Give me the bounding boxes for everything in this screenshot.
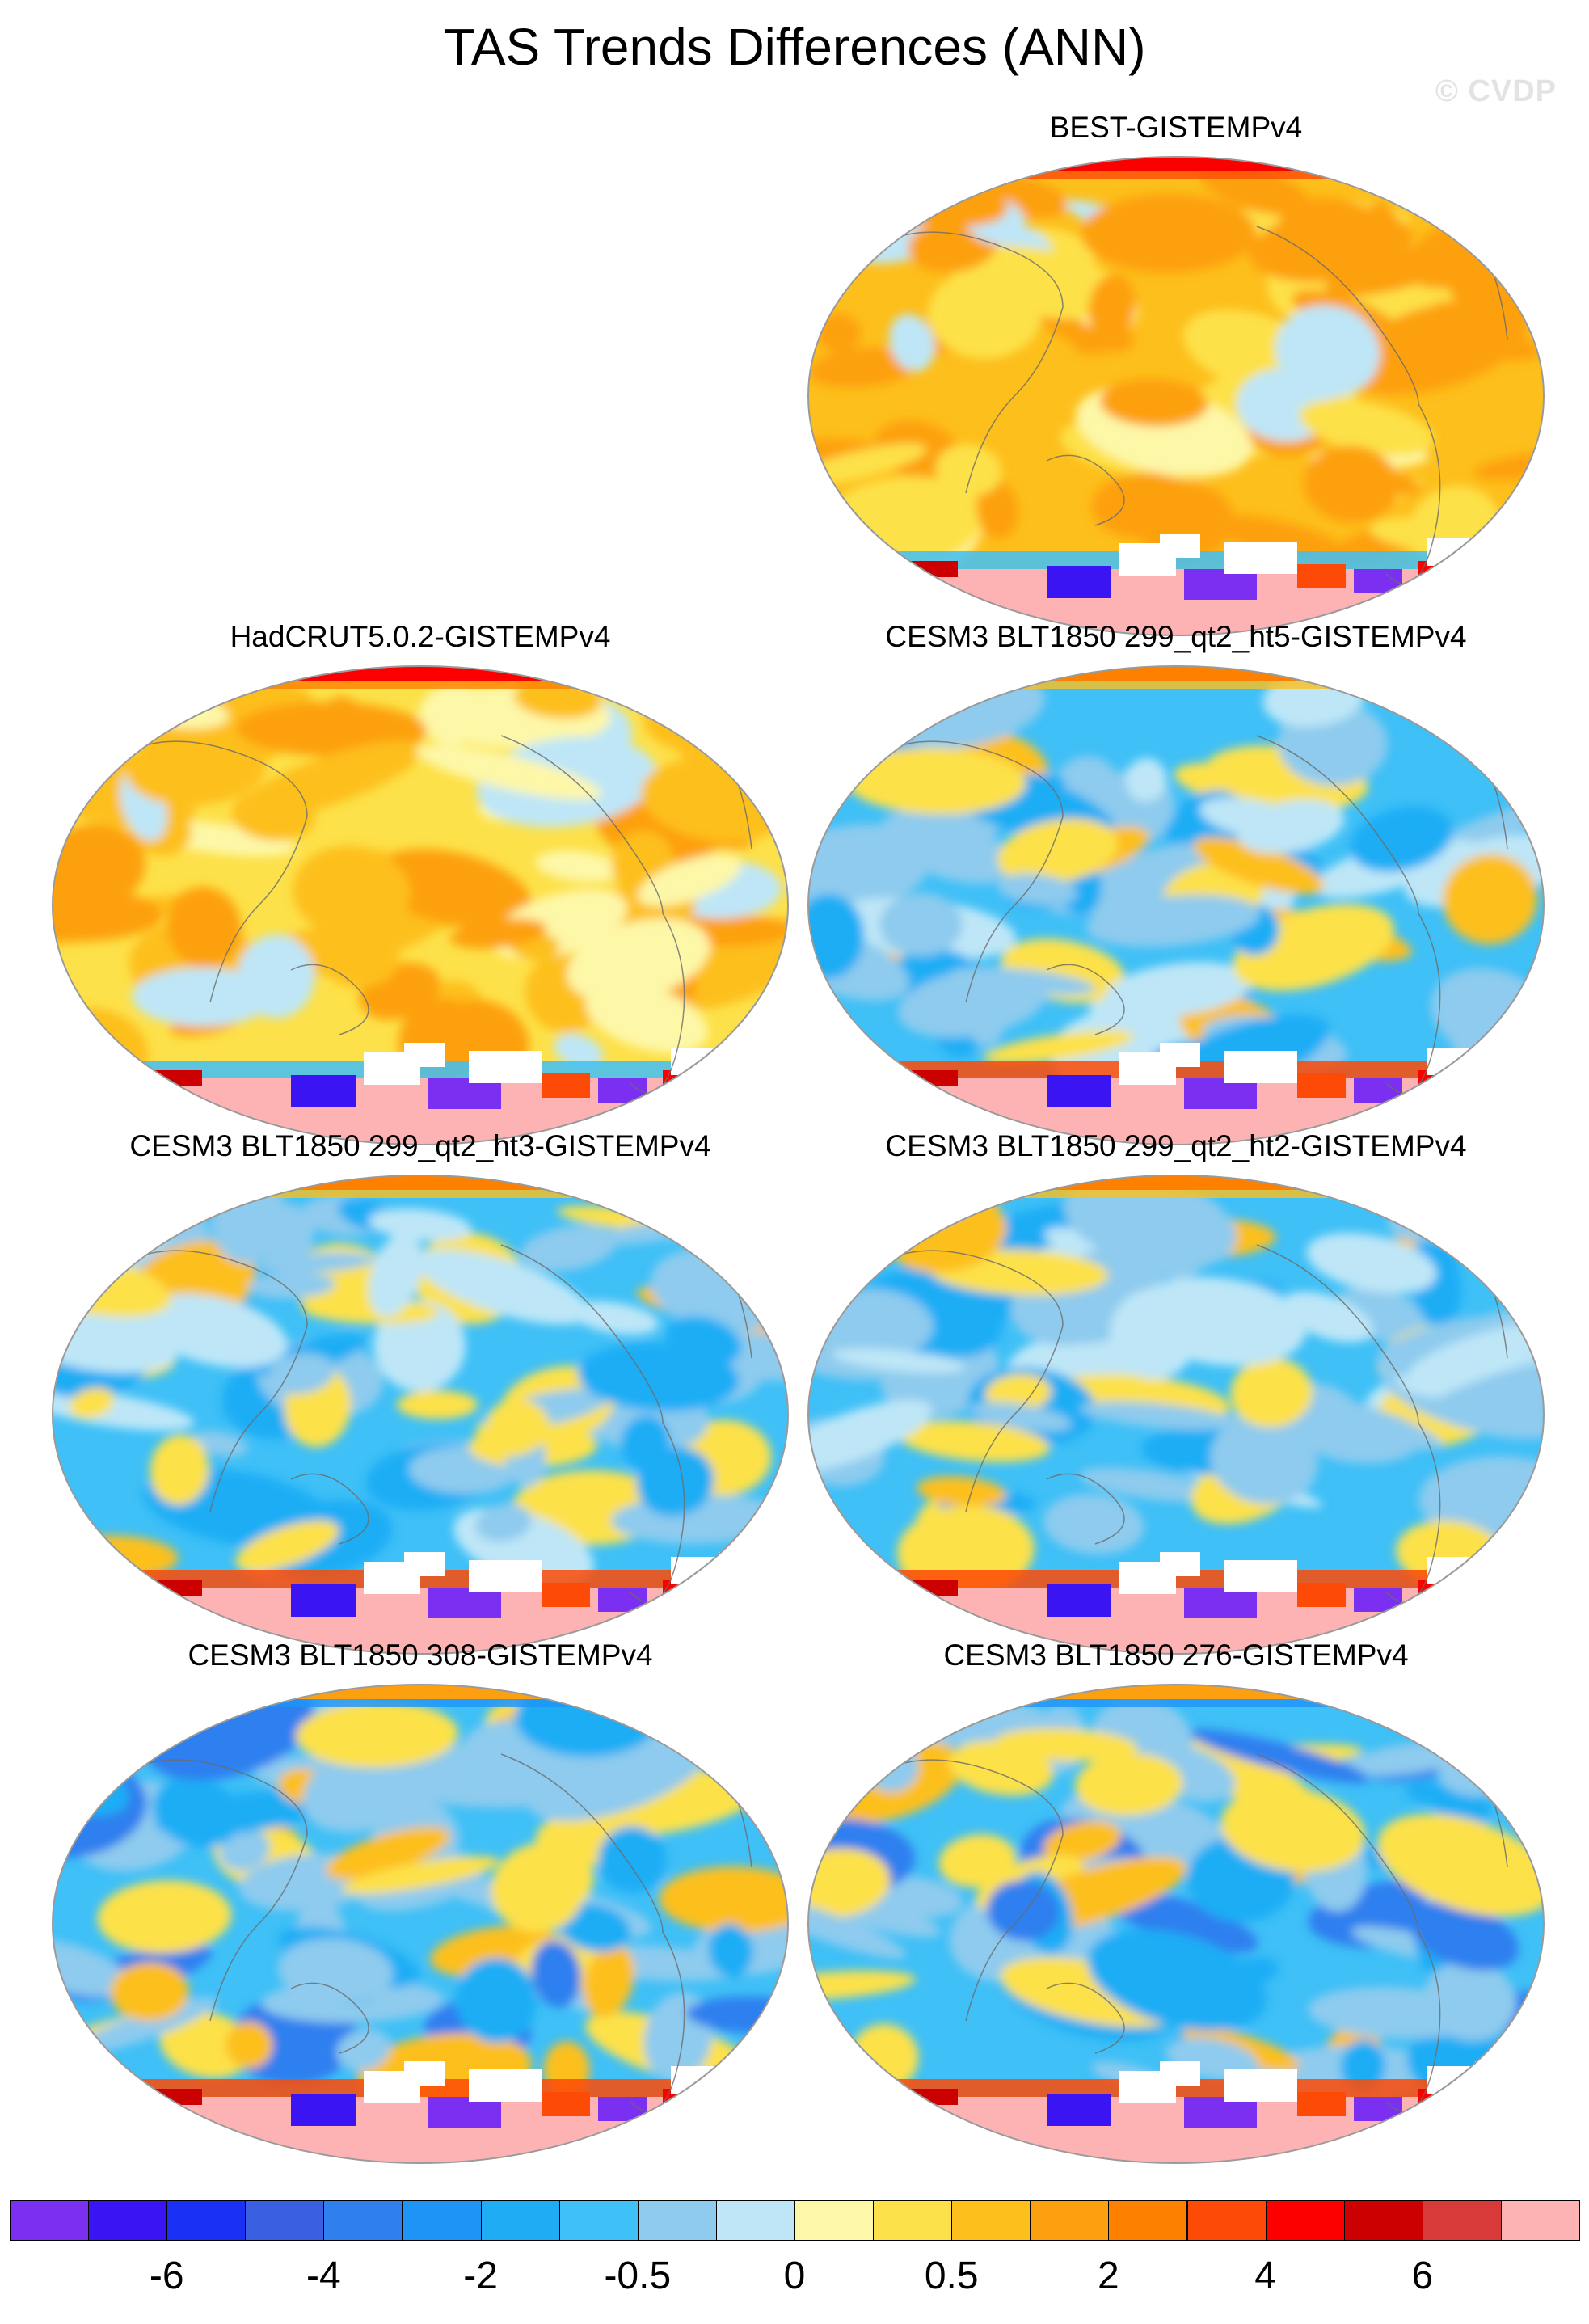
colorbar-tick-label: -6 <box>149 2254 184 2297</box>
colorbar-swatch <box>794 2200 875 2241</box>
colorbar <box>10 2200 1580 2241</box>
colorbar-tick-label: -2 <box>463 2254 498 2297</box>
cvdp-watermark: © CVDP <box>1435 74 1557 108</box>
global-map <box>807 665 1545 1145</box>
colorbar-tick-label: 4 <box>1254 2254 1276 2297</box>
colorbar-swatch <box>166 2200 247 2241</box>
colorbar-swatch <box>10 2200 90 2241</box>
colorbar-swatch <box>88 2200 168 2241</box>
global-map <box>807 156 1545 636</box>
colorbar-swatch <box>245 2200 325 2241</box>
colorbar-tick-label: 2 <box>1098 2254 1119 2297</box>
panel-title: BEST-GISTEMPv4 <box>1049 111 1303 144</box>
map-panel: HadCRUT5.0.2-GISTEMPv4 <box>48 620 792 1148</box>
colorbar-swatch <box>402 2200 482 2241</box>
colorbar-swatch <box>637 2200 717 2241</box>
colorbar-swatch <box>1343 2200 1423 2241</box>
panel-title: CESM3 BLT1850 308-GISTEMPv4 <box>188 1639 653 1672</box>
colorbar-swatch <box>951 2200 1031 2241</box>
panel-title: CESM3 BLT1850 276-GISTEMPv4 <box>943 1639 1409 1672</box>
colorbar-swatch <box>323 2200 403 2241</box>
map-panel: CESM3 BLT1850 299_qt2_ht3-GISTEMPv4 <box>48 1129 792 1657</box>
colorbar-swatch <box>715 2200 795 2241</box>
global-map <box>52 665 789 1145</box>
map-panel: CESM3 BLT1850 299_qt2_ht5-GISTEMPv4 <box>804 620 1548 1148</box>
colorbar-swatch <box>873 2200 953 2241</box>
colorbar-tick-label: 0 <box>783 2254 806 2297</box>
colorbar-swatch <box>1030 2200 1110 2241</box>
map-panel: BEST-GISTEMPv4 <box>804 111 1548 639</box>
global-map <box>807 1684 1545 2164</box>
global-map <box>52 1684 789 2164</box>
colorbar-swatch <box>1108 2200 1188 2241</box>
global-map <box>52 1175 789 1655</box>
colorbar-swatch <box>1500 2200 1580 2241</box>
map-panel: CESM3 BLT1850 308-GISTEMPv4 <box>48 1639 792 2166</box>
panel-title: CESM3 BLT1850 299_qt2_ht2-GISTEMPv4 <box>885 1129 1467 1162</box>
global-map <box>807 1175 1545 1655</box>
colorbar-tick-label: 6 <box>1411 2254 1434 2297</box>
panel-title: CESM3 BLT1850 299_qt2_ht5-GISTEMPv4 <box>885 620 1467 653</box>
colorbar-tick-label: -0.5 <box>604 2254 672 2297</box>
colorbar-tick-label: -4 <box>306 2254 341 2297</box>
map-panel: CESM3 BLT1850 276-GISTEMPv4 <box>804 1639 1548 2166</box>
colorbar-swatch <box>480 2200 560 2241</box>
figure-title: TAS Trends Differences (ANN) <box>443 18 1146 76</box>
colorbar-swatch <box>1265 2200 1345 2241</box>
colorbar-swatch <box>1186 2200 1267 2241</box>
colorbar-swatch <box>1422 2200 1502 2241</box>
colorbar-swatch <box>558 2200 639 2241</box>
colorbar-tick-label: 0.5 <box>924 2254 979 2297</box>
panel-title: HadCRUT5.0.2-GISTEMPv4 <box>230 620 611 653</box>
map-panel: CESM3 BLT1850 299_qt2_ht2-GISTEMPv4 <box>804 1129 1548 1657</box>
panel-title: CESM3 BLT1850 299_qt2_ht3-GISTEMPv4 <box>129 1129 711 1162</box>
